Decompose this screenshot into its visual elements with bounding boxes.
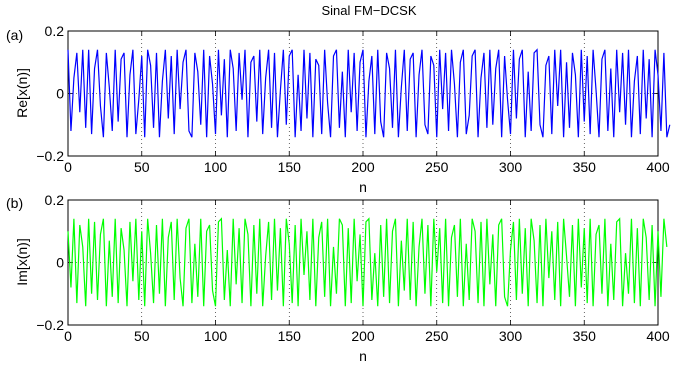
x-tick-label: 250: [425, 159, 449, 175]
x-tick-label: 250: [425, 328, 449, 344]
panel-label-a: (a): [6, 27, 23, 43]
x-tick-label: 0: [64, 159, 72, 175]
x-tick-label: 200: [351, 328, 375, 344]
figure-title: Sinal FM−DCSK: [322, 3, 417, 18]
x-tick-label: 100: [204, 328, 228, 344]
panel-label-b: (b): [6, 195, 23, 211]
y-tick-label: 0.2: [45, 23, 65, 39]
series-line-re: [67, 48, 671, 138]
x-tick-label: 50: [134, 159, 150, 175]
ticks-a: 0 50 100 150 200 250 300 350 400−0.200.2: [36, 23, 670, 175]
y-axis-label-a: Re[x(n)]: [14, 68, 30, 118]
x-tick-label: 50: [134, 328, 150, 344]
x-tick-label: 300: [499, 159, 523, 175]
series-line-im: [67, 217, 668, 307]
ticks-b: 0 50 100 150 200 250 300 350 400−0.200.2: [36, 192, 670, 344]
y-tick-label: 0: [56, 86, 64, 102]
panel-a: (a) 0 50 100 150 200 250 300 350 400−0.200.2 n R…: [6, 23, 671, 195]
y-tick-label: 0.2: [45, 192, 65, 208]
y-tick-label: 0: [56, 255, 64, 271]
y-axis-label-b: Im[x(n)]: [14, 238, 30, 285]
x-axis-label-b: n: [359, 348, 367, 364]
x-tick-label: 200: [351, 159, 375, 175]
x-tick-label: 150: [278, 159, 302, 175]
x-tick-label: 300: [499, 328, 523, 344]
x-tick-label: 0: [64, 328, 72, 344]
x-tick-label: 350: [573, 159, 597, 175]
panel-b: (b) 0 50 100 150 200 250 300 350 400−0.200.2 n I…: [6, 192, 670, 364]
y-tick-label: −0.2: [36, 148, 64, 164]
x-tick-label: 150: [278, 328, 302, 344]
x-axis-label-a: n: [359, 179, 367, 195]
y-tick-label: −0.2: [36, 317, 64, 333]
x-tick-label: 350: [573, 328, 597, 344]
x-tick-label: 100: [204, 159, 228, 175]
x-tick-label: 400: [646, 159, 670, 175]
x-tick-label: 400: [646, 328, 670, 344]
